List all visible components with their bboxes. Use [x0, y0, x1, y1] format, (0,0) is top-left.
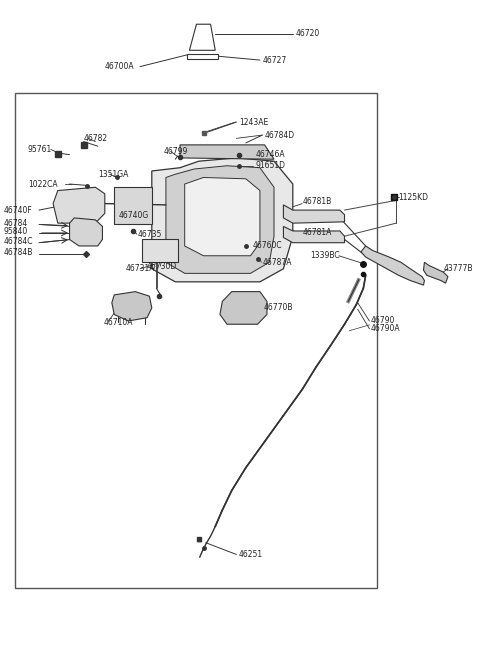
Text: 1351GA: 1351GA: [98, 170, 128, 179]
Text: 46784: 46784: [4, 219, 28, 228]
Polygon shape: [283, 227, 345, 243]
Text: 43777B: 43777B: [443, 265, 473, 273]
Polygon shape: [112, 291, 152, 321]
Text: 46760C: 46760C: [253, 242, 283, 250]
Text: 46700A: 46700A: [105, 62, 134, 71]
Text: 46799: 46799: [164, 147, 188, 156]
Text: 46770B: 46770B: [264, 303, 293, 312]
Polygon shape: [423, 262, 448, 283]
Text: 1339BC: 1339BC: [310, 252, 340, 260]
Bar: [15, 93, 377, 588]
Text: 46720: 46720: [295, 29, 319, 39]
Text: 46740G: 46740G: [119, 211, 149, 220]
Text: 46746A: 46746A: [255, 150, 285, 159]
Text: 46781A: 46781A: [302, 229, 332, 237]
Text: 1022CA: 1022CA: [29, 179, 58, 189]
Polygon shape: [180, 145, 274, 159]
Text: 95761: 95761: [27, 145, 51, 154]
Text: 46784D: 46784D: [264, 130, 295, 140]
Text: 46727: 46727: [262, 56, 287, 65]
Bar: [143, 240, 178, 262]
Polygon shape: [53, 187, 105, 223]
Polygon shape: [152, 158, 293, 282]
Text: 46731A: 46731A: [126, 265, 156, 273]
Text: 46251: 46251: [239, 550, 263, 559]
Text: 1243AE: 1243AE: [239, 117, 268, 126]
Polygon shape: [70, 218, 102, 246]
Text: 46790: 46790: [371, 316, 395, 326]
Text: 91651D: 91651D: [255, 161, 285, 170]
Polygon shape: [220, 291, 267, 324]
Text: 46730D: 46730D: [147, 262, 177, 271]
Text: 95840: 95840: [4, 227, 28, 236]
Polygon shape: [185, 178, 260, 255]
Text: 46787A: 46787A: [262, 258, 292, 267]
Text: 46784B: 46784B: [4, 248, 33, 257]
Text: 1125KD: 1125KD: [398, 193, 429, 202]
Text: 46740F: 46740F: [4, 206, 33, 215]
Text: 46781B: 46781B: [302, 197, 332, 206]
Text: 46782: 46782: [84, 134, 108, 143]
Polygon shape: [187, 54, 217, 59]
Polygon shape: [283, 205, 345, 223]
Polygon shape: [190, 24, 215, 50]
Text: 46784C: 46784C: [4, 237, 33, 246]
Text: 46710A: 46710A: [104, 318, 133, 327]
Polygon shape: [361, 246, 424, 285]
Text: 46790A: 46790A: [371, 324, 400, 333]
Polygon shape: [166, 166, 274, 273]
Text: 46735: 46735: [138, 230, 162, 238]
Polygon shape: [114, 187, 152, 225]
